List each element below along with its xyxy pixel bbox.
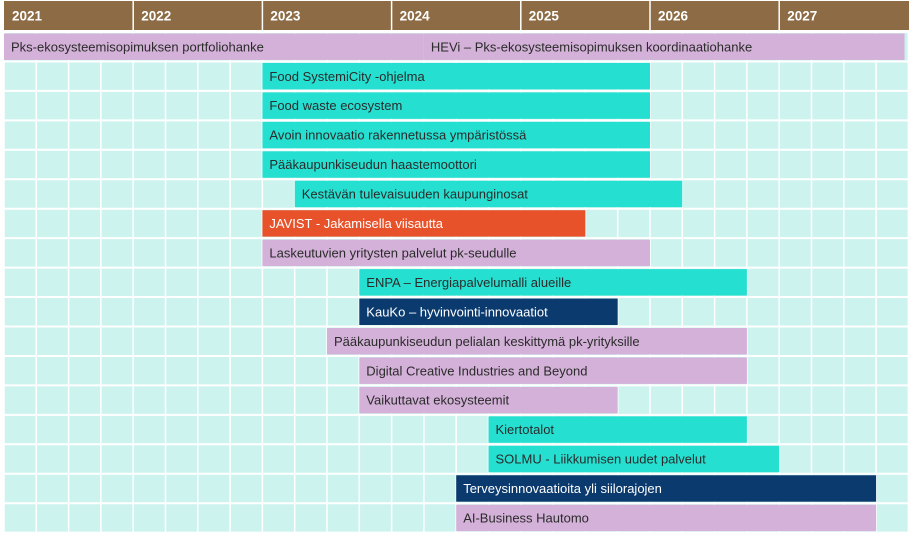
project-bar-label: Pääkaupunkiseudun pelialan keskittymä pk… xyxy=(334,334,640,349)
project-bar xyxy=(294,180,683,208)
project-bars: Pks-ekosysteemisopimuksen portfoliohanke… xyxy=(4,33,905,532)
year-label-2025: 2025 xyxy=(529,9,560,24)
project-bar xyxy=(488,416,747,443)
project-bar xyxy=(262,121,650,149)
year-label-2022: 2022 xyxy=(141,9,171,24)
year-label-2026: 2026 xyxy=(658,9,689,24)
project-bar xyxy=(359,269,747,296)
project-bar xyxy=(262,151,650,178)
project-bar-label: ENPA – Energiapalvelumalli alueille xyxy=(366,275,571,290)
year-label-2024: 2024 xyxy=(400,9,431,24)
year-label-2027: 2027 xyxy=(787,9,817,24)
project-bar-label: JAVIST - Jakamisella viisautta xyxy=(269,216,443,231)
project-bar-label: Avoin innovaatio rakennetussa ympäristös… xyxy=(269,128,527,143)
project-bar xyxy=(327,328,747,355)
project-bar xyxy=(456,475,877,502)
project-bar xyxy=(262,62,650,90)
project-bar-label: Terveysinnovaatioita yli siilorajojen xyxy=(463,481,662,496)
project-bar xyxy=(359,386,618,414)
project-bar-label: AI-Business Hautomo xyxy=(463,511,589,526)
project-bar-label: Kestävän tulevaisuuden kaupunginosat xyxy=(302,187,529,202)
project-bar-label: KauKo – hyvinvointi-innovaatiot xyxy=(366,304,548,319)
project-bar xyxy=(488,445,780,473)
project-bar-label: Digital Creative Industries and Beyond xyxy=(366,363,587,378)
project-bar xyxy=(262,210,586,237)
project-bar-label: Kiertotalot xyxy=(496,422,555,437)
project-bar xyxy=(456,504,877,532)
project-bar-label: Vaikuttavat ekosysteemit xyxy=(366,393,509,408)
project-bar xyxy=(359,298,618,325)
project-bar xyxy=(262,92,650,119)
project-bar-label: Food waste ecosystem xyxy=(269,98,402,113)
project-bar-label: Food SystemiCity -ohjelma xyxy=(269,69,425,84)
project-bar xyxy=(359,357,747,384)
project-bar-label: SOLMU - Liikkumisen uudet palvelut xyxy=(496,452,707,467)
project-bar xyxy=(4,33,424,60)
year-header: 2021 2022 2023 2024 2025 2026 2027 xyxy=(4,1,909,30)
project-bar-label: HEVi – Pks-ekosysteemisopimuksen koordin… xyxy=(431,39,752,54)
year-label-2023: 2023 xyxy=(270,9,301,24)
project-bar xyxy=(262,239,650,267)
project-bar-label: Pääkaupunkiseudun haastemoottori xyxy=(269,157,477,172)
header-background xyxy=(4,1,909,30)
project-bar-label: Pks-ekosysteemisopimuksen portfoliohanke xyxy=(11,39,264,54)
project-bar-label: Laskeutuvien yritysten palvelut pk-seudu… xyxy=(269,245,516,260)
project-bar xyxy=(423,33,905,60)
year-label-2021: 2021 xyxy=(12,9,43,24)
